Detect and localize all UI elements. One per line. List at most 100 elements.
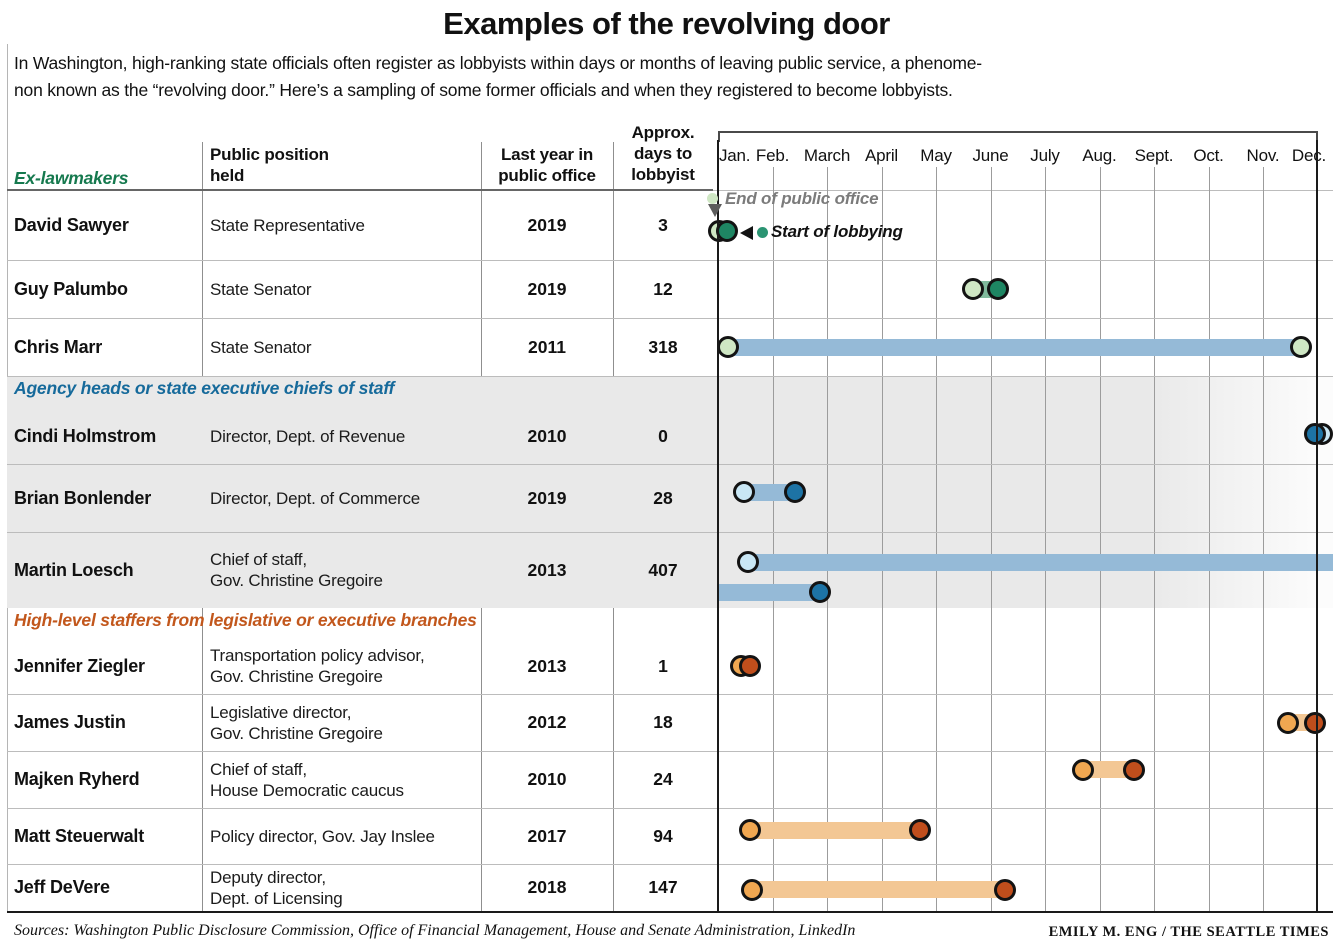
timeline-bar — [1083, 761, 1134, 778]
column-header-days-line1: Approx. — [631, 123, 695, 142]
timeline-axis-dec — [1316, 140, 1318, 911]
page-title: Examples of the revolving door — [443, 6, 890, 41]
timeline-marker-start-of-lobbying — [1303, 711, 1326, 734]
row-separator — [7, 260, 1333, 261]
timeline-marker-end-of-office — [1072, 758, 1095, 781]
column-header-position-line2: held — [210, 166, 245, 185]
row-last-year: 2019 — [527, 278, 567, 299]
row-last-year: 2010 — [527, 425, 567, 446]
row-days-to-lobbyist: 1 — [658, 655, 668, 676]
month-label-june: June — [972, 146, 1009, 165]
row-name: Matt Steuerwalt — [14, 825, 145, 846]
timeline-bar — [744, 483, 795, 501]
timeline-bar-wrap-second — [718, 583, 820, 601]
timeline-marker-start-of-lobbying — [994, 878, 1017, 901]
timeline-marker-end-of-office — [733, 481, 756, 503]
month-gridline — [990, 167, 992, 911]
row-position: Deputy director, Dept. of Licensing — [210, 867, 343, 908]
row-days-to-lobbyist: 18 — [653, 712, 673, 732]
row-name: Cindi Holmstrom — [14, 425, 157, 446]
timeline-marker-start-of-lobbying — [808, 581, 831, 603]
row-position: Legislative director, Gov. Christine Gre… — [210, 702, 383, 743]
header-separator-right — [713, 190, 1333, 191]
month-label-dec: Dec. — [1291, 146, 1327, 165]
month-label-march: March — [803, 146, 851, 165]
timeline-marker-start-of-lobbying — [783, 481, 806, 503]
month-label-aug: Aug. — [1082, 146, 1117, 165]
month-label-sept: Sept. — [1134, 146, 1174, 165]
end-of-office-legend-dot — [707, 193, 718, 204]
group-label-staffers: High-level staffers from legislative or … — [14, 610, 477, 630]
timeline-marker-end-of-office — [1277, 711, 1300, 734]
intro-text-line1: In Washington, high-ranking state offici… — [14, 53, 982, 73]
timeline-axis-jan — [717, 140, 719, 911]
row-position: Policy director, Gov. Jay Inslee — [210, 826, 435, 846]
timeline-marker-start-of-lobbying — [1303, 423, 1326, 445]
month-label-may: May — [920, 146, 952, 165]
month-label-jan: Jan. — [719, 146, 751, 165]
row-last-year: 2013 — [527, 559, 567, 580]
timeline-bar — [751, 881, 1006, 898]
left-arrow-icon — [740, 226, 753, 240]
row-last-year: 2010 — [527, 769, 567, 789]
month-label-nov: Nov. — [1246, 146, 1280, 165]
row-last-year: 2018 — [527, 877, 567, 897]
row-name: Majken Ryherd — [14, 769, 140, 789]
timeline-bar-wrap-first — [747, 553, 1333, 571]
month-label-july: July — [1030, 146, 1060, 165]
group-label-ex-lawmakers: Ex-lawmakers — [14, 168, 129, 188]
timeline-marker-end-of-office — [740, 878, 763, 901]
row-last-year: 2019 — [527, 487, 567, 508]
row-separator — [7, 751, 1333, 752]
row-last-year: 2017 — [527, 825, 567, 846]
end-of-office-legend-label: End of public office — [725, 189, 879, 208]
row-position: Director, Dept. of Commerce — [210, 488, 420, 508]
timeline-marker-start-of-lobbying — [987, 278, 1010, 300]
bottom-rule — [7, 911, 1333, 913]
row-name: Jennifer Ziegler — [14, 655, 145, 676]
intro-text-line2: non known as the “revolving door.” Here’… — [14, 80, 953, 100]
timeline-marker-start-of-lobbying — [909, 819, 932, 841]
row-last-year: 2012 — [527, 712, 567, 732]
month-label-april: April — [864, 146, 898, 165]
row-name: David Sawyer — [14, 214, 129, 235]
group-label-agency-heads: Agency heads or state executive chiefs o… — [14, 378, 395, 398]
month-gridline — [1099, 167, 1101, 911]
row-last-year: 2011 — [528, 336, 566, 357]
timeline-marker-start-of-lobbying — [1122, 758, 1145, 781]
row-days-to-lobbyist: 94 — [653, 825, 673, 846]
row-separator — [7, 464, 1333, 465]
row-days-to-lobbyist: 12 — [653, 278, 673, 299]
row-name: James Justin — [14, 712, 126, 732]
month-gridline — [1208, 167, 1210, 911]
row-days-to-lobbyist: 3 — [658, 214, 668, 235]
timeline-bar — [750, 821, 921, 839]
timeline-marker-start-of-lobbying — [739, 655, 762, 677]
month-gridline — [881, 167, 883, 911]
row-name: Guy Palumbo — [14, 278, 128, 299]
row-days-to-lobbyist: 0 — [658, 425, 668, 446]
timeline-marker-end-of-office — [716, 336, 739, 358]
column-header-position-line1: Public position — [210, 145, 329, 164]
sources-note: Sources: Washington Public Disclosure Co… — [14, 922, 856, 939]
row-days-to-lobbyist: 147 — [648, 877, 678, 897]
column-header-days-line3: lobbyist — [631, 165, 695, 184]
month-gridline — [827, 167, 828, 911]
column-header-year-line2: public office — [498, 166, 596, 185]
row-separator — [7, 864, 1333, 865]
timeline-bar — [727, 338, 1302, 356]
row-separator — [7, 808, 1333, 809]
header-separator-left — [7, 189, 713, 191]
row-name: Martin Loesch — [14, 559, 134, 580]
month-gridline — [1154, 167, 1155, 911]
credit-byline: EMILY M. ENG / THE SEATTLE TIMES — [1048, 924, 1329, 940]
down-arrow-icon — [708, 204, 722, 217]
month-label-feb: Feb. — [755, 146, 790, 165]
month-gridline — [1045, 167, 1046, 911]
row-last-year: 2019 — [527, 214, 567, 235]
month-gridline — [1263, 167, 1264, 911]
month-label-oct: Oct. — [1193, 146, 1224, 165]
row-name: Chris Marr — [14, 336, 103, 357]
row-position: Transportation policy advisor, Gov. Chri… — [210, 646, 425, 686]
